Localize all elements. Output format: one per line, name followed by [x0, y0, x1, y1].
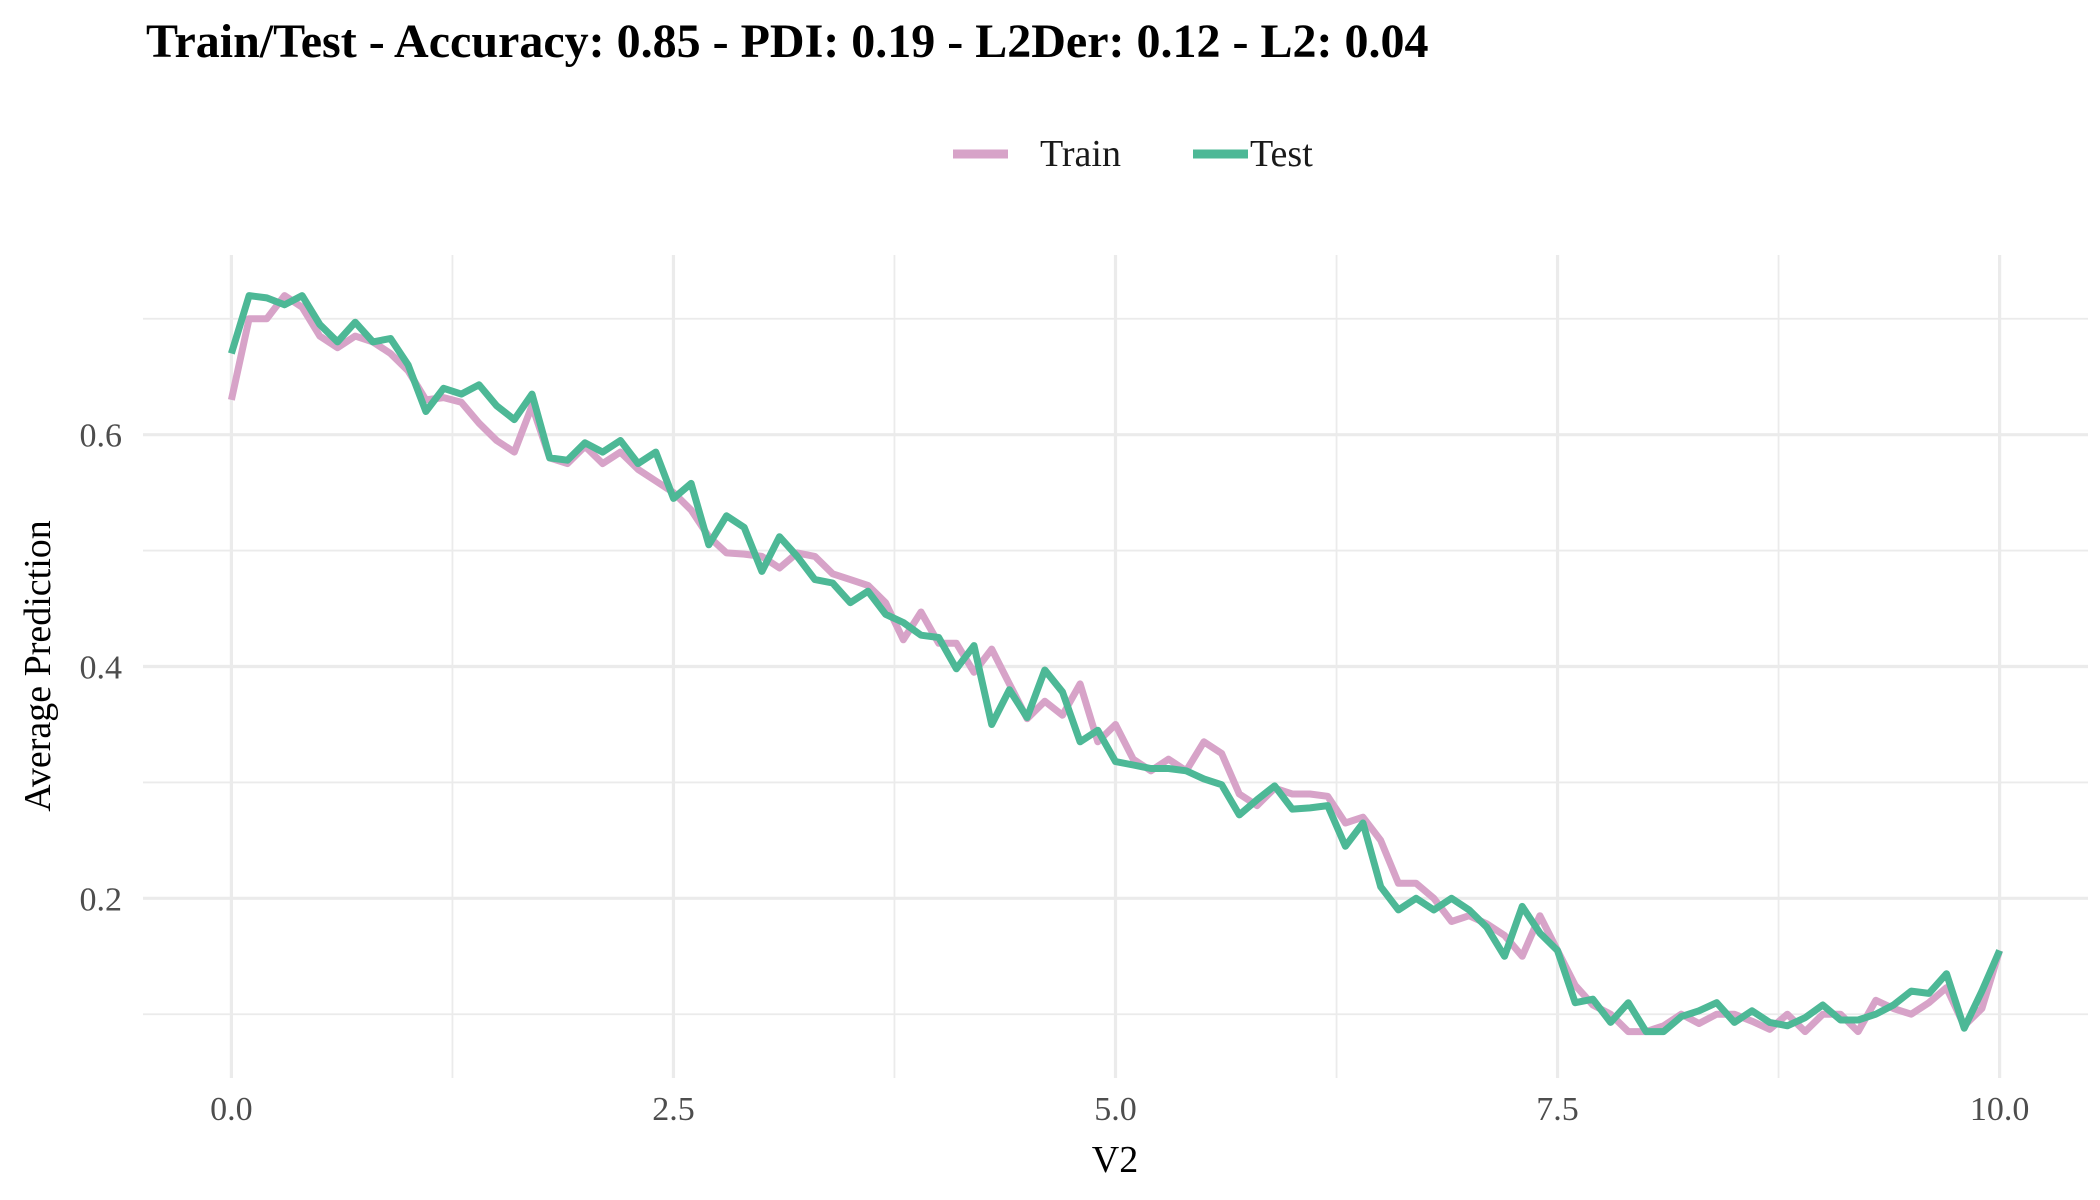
x-axis-ticks: 0.0 2.5 5.0 7.5 10.0 [210, 1091, 2029, 1128]
legend: Train Test [953, 133, 1313, 175]
x-axis-title: V2 [1092, 1139, 1138, 1181]
series-line-test [228, 292, 2003, 1036]
y-tick-label: 0.4 [80, 650, 123, 687]
x-tick-label: 2.5 [652, 1091, 695, 1128]
x-tick-label: 0.0 [210, 1091, 253, 1128]
y-tick-label: 0.2 [80, 881, 123, 918]
x-tick-label: 5.0 [1094, 1091, 1137, 1128]
x-tick-label: 10.0 [1970, 1091, 2030, 1128]
y-axis-title: Average Prediction [17, 520, 59, 812]
y-axis-ticks: 0.2 0.4 0.6 [80, 418, 123, 919]
x-tick-label: 7.5 [1536, 1091, 1579, 1128]
grid [143, 255, 2088, 1078]
series-line-train [227, 292, 2003, 1036]
series-lines [227, 292, 2003, 1036]
chart-title: Train/Test - Accuracy: 0.85 - PDI: 0.19 … [146, 15, 1428, 68]
y-tick-label: 0.6 [80, 418, 123, 455]
legend-label-test: Test [1250, 133, 1313, 175]
legend-label-train: Train [1040, 133, 1121, 175]
